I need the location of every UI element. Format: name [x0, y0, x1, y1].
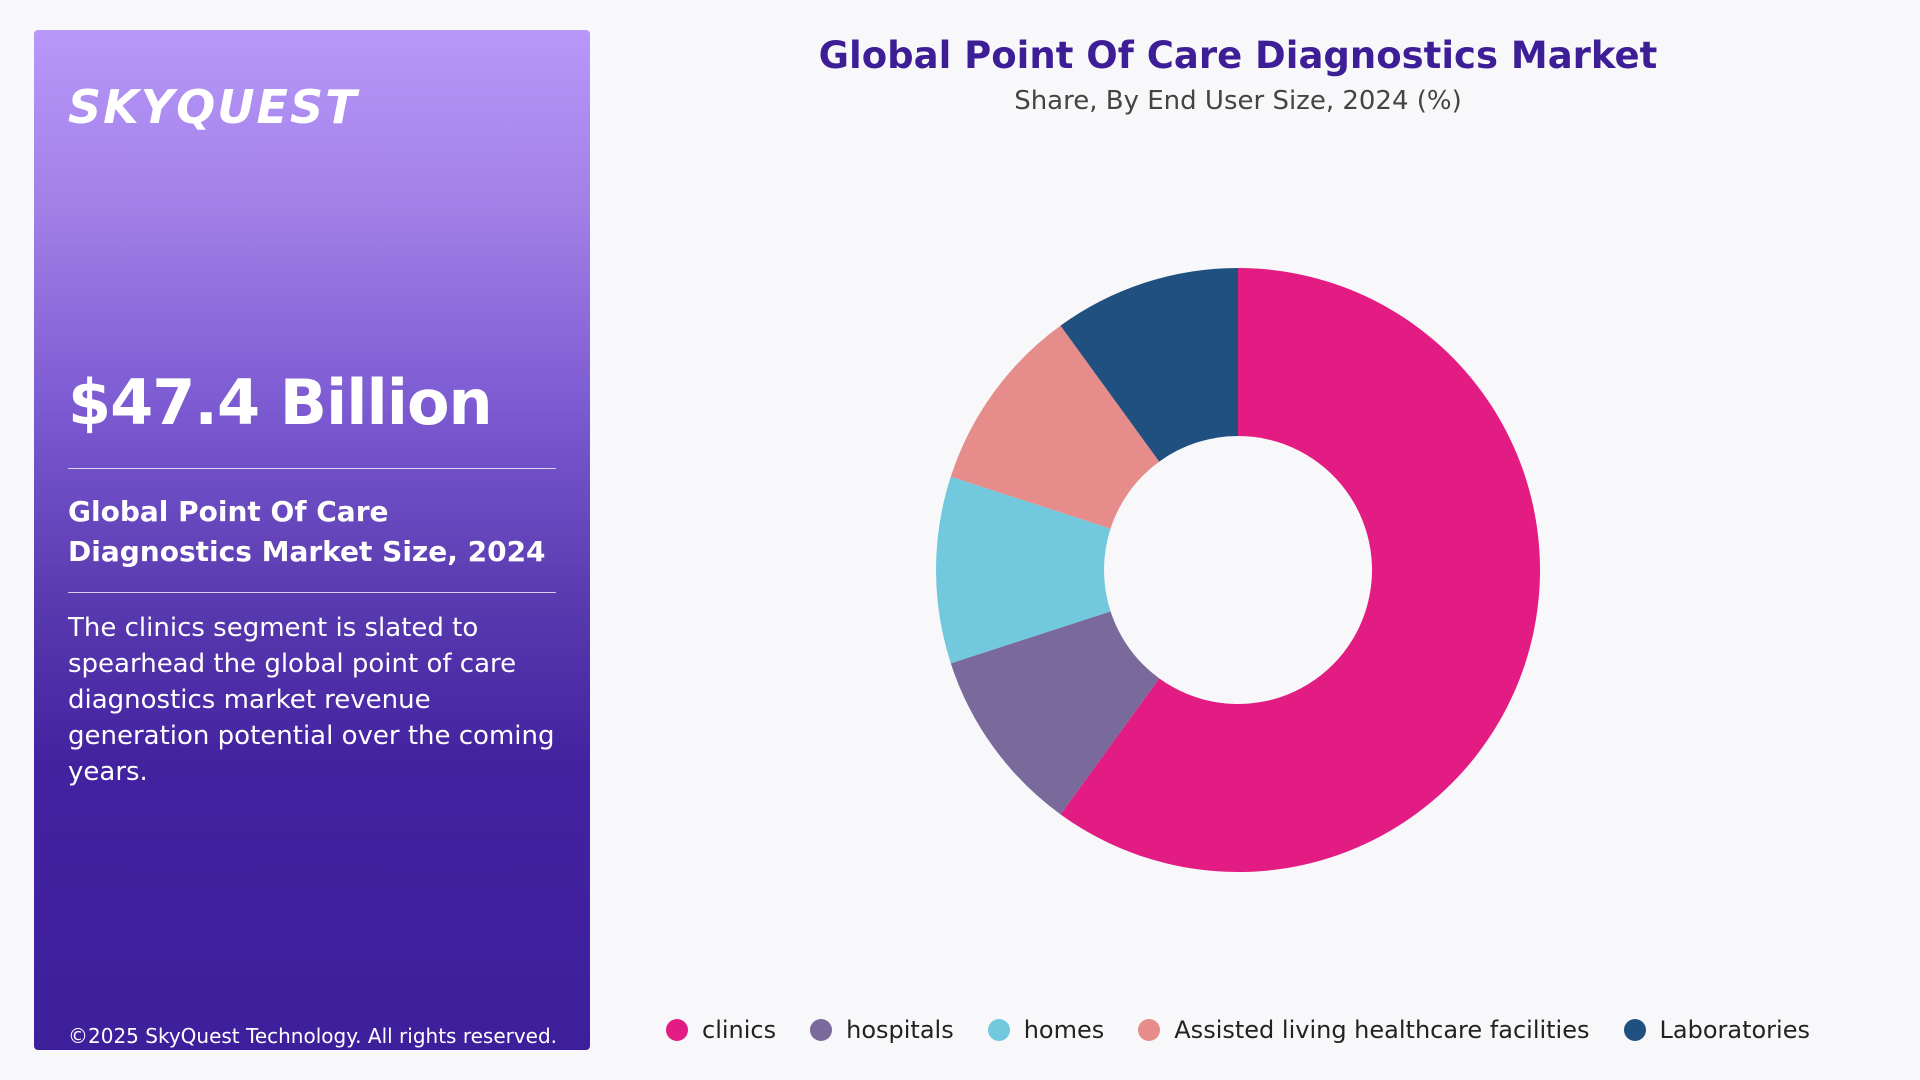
- legend-item-hospitals: hospitals: [810, 1016, 954, 1044]
- chart-subtitle: Share, By End User Size, 2024 (%): [1014, 86, 1462, 116]
- legend-swatch-icon: [810, 1019, 833, 1041]
- market-size-value: $47.4 Billion: [68, 366, 493, 439]
- legend-label: Laboratories: [1659, 1016, 1810, 1044]
- legend-swatch-icon: [987, 1019, 1010, 1041]
- donut-chart: [936, 268, 1540, 872]
- market-size-label: Global Point Of Care Diagnostics Market …: [68, 495, 546, 568]
- legend-swatch-icon: [1623, 1019, 1646, 1041]
- legend-item-homes: homes: [987, 1016, 1105, 1044]
- legend-label: hospitals: [846, 1016, 954, 1044]
- slice-laboratories: [1060, 268, 1238, 462]
- chart-legend: clinics hospitals homes Assisted living hea…: [620, 1016, 1856, 1044]
- slice-hospitals: [950, 611, 1160, 815]
- chart-title: Global Point Of Care Diagnostics Market: [818, 34, 1658, 77]
- summary-panel: SKYQUEST $47.4 Billion Global Point Of C…: [34, 30, 590, 1050]
- legend-swatch-icon: [666, 1019, 689, 1041]
- legend-label: Assisted living healthcare facilities: [1174, 1016, 1590, 1044]
- legend-item-clinics: clinics: [666, 1016, 776, 1044]
- legend-label: clinics: [702, 1016, 777, 1044]
- slice-assisted-living-healthcare-facilities: [950, 325, 1160, 529]
- slice-homes: [936, 476, 1111, 664]
- copyright-notice: ©2025 SkyQuest Technology. All rights re…: [68, 1024, 558, 1048]
- slice-clinics: [1060, 268, 1540, 872]
- legend-swatch-icon: [1138, 1019, 1161, 1041]
- divider: [68, 592, 556, 593]
- divider: [68, 468, 556, 469]
- legend-label: homes: [1023, 1016, 1105, 1044]
- segment-description: The clinics segment is slated to spearhe…: [68, 613, 555, 787]
- legend-item-laboratories: Laboratories: [1623, 1016, 1810, 1044]
- skyquest-logo: SKYQUEST: [68, 80, 359, 134]
- legend-item-assisted-living-healthcare-facilities: Assisted living healthcare facilities: [1138, 1016, 1590, 1044]
